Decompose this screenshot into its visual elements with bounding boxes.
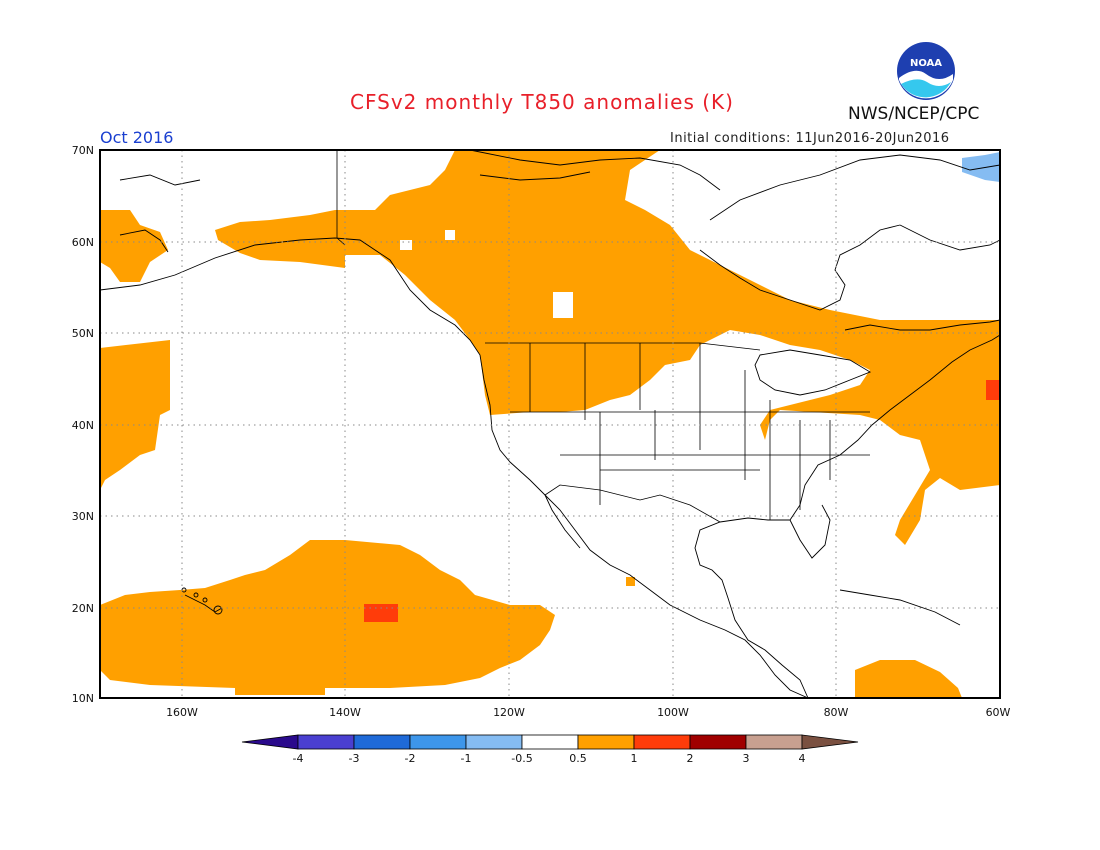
- lat-label: 10N: [72, 692, 94, 705]
- lat-label: 40N: [72, 419, 94, 432]
- anomaly-canada-alaska: [215, 150, 1000, 545]
- positive-anomaly-regions: [100, 150, 1000, 698]
- anomaly-east-pacific: [100, 340, 170, 490]
- noaa-logo: NOAA: [897, 42, 955, 100]
- anomaly-subtropical-pacific: [100, 540, 555, 695]
- negative-anomaly-regions: [962, 152, 1000, 182]
- colorbar-segment: [521, 734, 579, 750]
- colorbar-label: -0.5: [511, 752, 532, 765]
- colorbar-label: -1: [461, 752, 472, 765]
- coastlines: [99, 149, 1001, 699]
- colorbar-label: -2: [405, 752, 416, 765]
- colorbar-segment: [297, 734, 355, 750]
- colorbar-label: -4: [293, 752, 304, 765]
- colorbar: -4 -3 -2 -1 -0.5 0.5 1 2 3 4: [241, 734, 859, 765]
- hawaii-islands: [181, 587, 223, 615]
- anomaly-bering: [100, 210, 168, 282]
- colorbar-segment: [633, 734, 691, 750]
- lat-label: 70N: [72, 144, 94, 157]
- lat-label: 50N: [72, 327, 94, 340]
- colorbar-segment: [353, 734, 411, 750]
- colorbar-segment: [689, 734, 747, 750]
- colorbar-label: 0.5: [569, 752, 587, 765]
- colorbar-segment: [745, 734, 803, 750]
- noaa-logo-text: NOAA: [910, 58, 942, 69]
- lat-label: 30N: [72, 510, 94, 523]
- chart-title: CFSv2 monthly T850 anomalies (K): [350, 90, 734, 114]
- colorbar-low-triangle: [241, 734, 299, 750]
- colorbar-segment: [577, 734, 635, 750]
- lon-label: 120W: [493, 706, 525, 719]
- colorbar-segment: [409, 734, 467, 750]
- initial-conditions: Initial conditions: 11Jun2016-20Jun2016: [670, 131, 950, 146]
- strong-anomaly-regions: [364, 380, 1000, 622]
- anomaly-caribbean: [855, 660, 962, 698]
- colorbar-high-triangle: [801, 734, 859, 750]
- map-frame: [99, 149, 1001, 699]
- colorbar-label: 3: [743, 752, 750, 765]
- agency-label: NWS/NCEP/CPC: [848, 104, 980, 124]
- anomaly-gulf-spot: [626, 577, 635, 586]
- forecast-month: Oct 2016: [100, 128, 174, 147]
- colorbar-segment: [465, 734, 523, 750]
- anomaly-gaps: [400, 230, 573, 318]
- lat-label: 20N: [72, 602, 94, 615]
- political-borders: [336, 150, 870, 523]
- strong-anomaly-pacific: [364, 604, 398, 622]
- colorbar-label: -3: [349, 752, 360, 765]
- colorbar-label: 1: [631, 752, 638, 765]
- lon-label: 100W: [657, 706, 689, 719]
- lon-labels: 160W 140W 120W 100W 80W 60W: [166, 706, 1010, 719]
- lat-labels: 70N 60N 50N 40N 30N 20N 10N: [72, 144, 94, 705]
- colorbar-label: 4: [799, 752, 806, 765]
- gridlines: [100, 150, 1000, 698]
- colorbar-label: 2: [687, 752, 694, 765]
- negative-anomaly-greenland: [962, 152, 1000, 182]
- lon-label: 140W: [329, 706, 361, 719]
- lon-label: 60W: [986, 706, 1011, 719]
- strong-anomaly-atlantic: [986, 380, 1000, 400]
- lon-label: 80W: [824, 706, 849, 719]
- lat-label: 60N: [72, 236, 94, 249]
- lon-label: 160W: [166, 706, 198, 719]
